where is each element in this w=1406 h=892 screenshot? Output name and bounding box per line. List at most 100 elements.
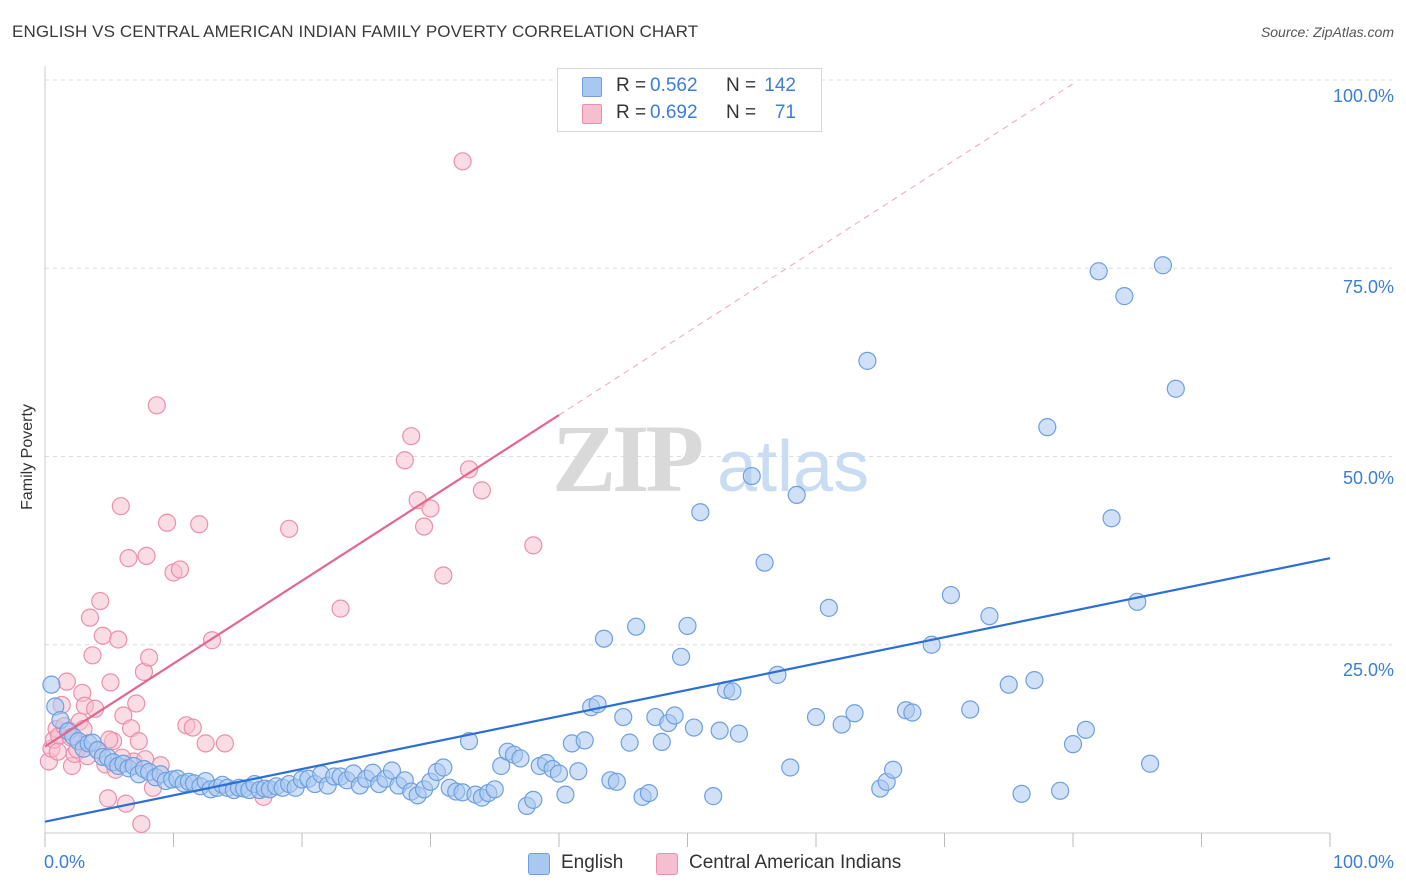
n-label: N = <box>726 75 757 96</box>
english-point <box>1102 509 1121 528</box>
trend-lines <box>44 83 1331 823</box>
english-point <box>549 764 569 783</box>
english-point <box>1153 256 1173 275</box>
english-point <box>1089 262 1108 281</box>
cai-point <box>111 497 130 516</box>
english-point <box>729 724 749 743</box>
cai-trend-line <box>44 414 560 748</box>
english-point <box>1166 379 1185 398</box>
english-point <box>575 731 594 750</box>
cai-point <box>402 427 421 446</box>
english-point <box>768 665 787 684</box>
axes <box>44 66 1331 847</box>
cai-point <box>91 591 110 611</box>
cai-point <box>147 396 166 415</box>
english-point <box>980 607 999 626</box>
english-point <box>524 790 543 809</box>
english-point <box>652 732 671 751</box>
english-point <box>459 732 479 751</box>
english-point <box>569 762 588 781</box>
english-point <box>665 706 684 725</box>
english-trend-line <box>44 557 1331 823</box>
english-point <box>710 721 729 740</box>
english-point <box>594 629 614 648</box>
english-point <box>1051 781 1070 800</box>
cai-point <box>132 814 151 834</box>
english-point <box>42 675 61 694</box>
n-label: N = <box>726 102 757 123</box>
cai-legend-label: Central American Indians <box>689 852 902 873</box>
english-point <box>691 503 710 522</box>
english-point <box>511 749 530 768</box>
cai-point <box>57 672 76 691</box>
english-point <box>382 761 402 780</box>
cai-point <box>395 451 414 470</box>
gridlines <box>45 79 1392 646</box>
stats-legend: R = 0.562 N = 142 R = 0.692 N = 71 <box>557 68 822 132</box>
cai-point <box>98 789 118 808</box>
cai-point <box>83 646 102 665</box>
cai-point <box>170 560 190 579</box>
english-point <box>787 485 806 505</box>
series-central-american-indians <box>39 152 543 834</box>
watermark-zip: ZIP <box>552 405 701 512</box>
cai-point <box>331 599 350 618</box>
cai-swatch <box>582 104 602 124</box>
english-point <box>723 682 742 701</box>
english-point <box>819 598 838 617</box>
english-point <box>806 707 826 727</box>
cai-point <box>190 515 209 534</box>
x-tick-min: 0.0% <box>44 852 86 872</box>
english-point <box>1140 754 1160 773</box>
cai-point <box>215 734 234 753</box>
english-point <box>1115 287 1134 306</box>
english-legend-label: English <box>561 852 624 873</box>
english-point <box>704 787 723 806</box>
cai-point <box>93 626 112 645</box>
watermark: ZIP atlas <box>552 405 869 512</box>
english-point <box>781 758 800 777</box>
cai-point <box>414 517 434 536</box>
cai-point <box>183 718 202 737</box>
english-point <box>607 772 626 791</box>
cai-point <box>157 513 177 532</box>
chart-title: ENGLISH VS CENTRAL AMERICAN INDIAN FAMIL… <box>12 22 699 41</box>
r-value: 0.562 <box>650 75 698 96</box>
english-point <box>903 703 922 722</box>
english-point <box>614 707 633 727</box>
english-point <box>485 780 504 799</box>
y-tick-75: 75.0% <box>1342 277 1394 297</box>
cai-point <box>119 549 138 568</box>
english-point <box>639 783 659 803</box>
english-point <box>883 760 903 779</box>
cai-point <box>421 499 440 518</box>
cai-point <box>196 734 215 753</box>
english-point <box>1025 671 1044 690</box>
english-point <box>678 616 697 636</box>
english-point <box>961 700 980 719</box>
english-point <box>671 647 691 666</box>
english-point <box>999 675 1018 694</box>
cai-legend-swatch <box>656 853 678 875</box>
english-point <box>755 553 774 572</box>
cai-point <box>127 694 146 713</box>
english-legend-swatch <box>528 853 550 875</box>
english-point <box>434 758 453 777</box>
english-point <box>620 733 639 752</box>
english-point <box>845 704 864 723</box>
english-point <box>556 785 575 804</box>
r-value: 0.692 <box>650 102 698 123</box>
r-label: R = <box>616 75 647 96</box>
english-point <box>941 585 961 605</box>
cai-point <box>139 648 159 667</box>
english-swatch <box>582 77 602 97</box>
cai-point <box>524 536 543 555</box>
cai-point <box>459 460 479 479</box>
english-point <box>742 466 761 486</box>
cai-point <box>472 481 491 500</box>
cai-trend-extension <box>558 83 1074 416</box>
series-english <box>42 256 1185 815</box>
cai-point <box>453 152 472 171</box>
cai-point <box>137 546 156 565</box>
